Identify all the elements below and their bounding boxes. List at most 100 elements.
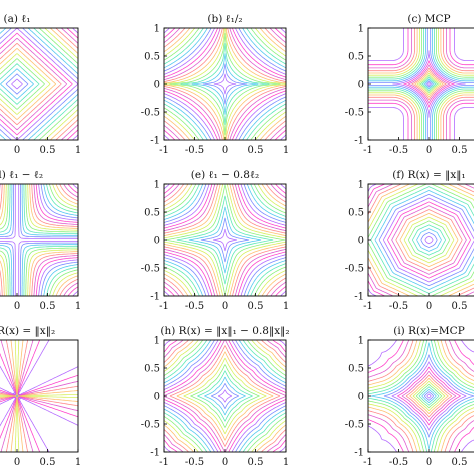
x-tick-label: 0.5 — [248, 145, 264, 156]
y-tick-label: -0.5 — [345, 420, 364, 431]
contour-level — [368, 340, 474, 452]
contour-lines — [164, 184, 286, 296]
x-tick-label: -0.5 — [185, 145, 204, 156]
contour-lines — [368, 28, 474, 140]
contour-level — [164, 184, 286, 296]
contour-level — [368, 184, 474, 296]
panel-title: (e) ℓ₁ − 0.8ℓ₂ — [191, 169, 259, 181]
contour-level — [374, 190, 474, 290]
x-tick-label: -1 — [363, 457, 373, 468]
x-tick-label: 1 — [75, 301, 81, 312]
y-tick-label: 0 — [358, 236, 364, 247]
contour-level — [420, 232, 438, 248]
contour-level — [368, 340, 474, 452]
panel-mcp: -1 -0.5 0 0.5 1 0.5 0 -0.5 -1 (c) MCP — [345, 13, 474, 156]
y-tick-label: 0.5 — [348, 364, 364, 375]
x-tick-label: 0.5 — [40, 301, 56, 312]
y-tick-label: 0.5 — [144, 364, 160, 375]
contour-level — [414, 70, 444, 98]
contour-level — [43, 184, 78, 296]
contour-level — [368, 28, 474, 140]
contour-level — [370, 342, 474, 450]
contour-lines — [368, 184, 474, 296]
contour-level — [368, 28, 474, 140]
contour-level — [164, 184, 286, 296]
contour-level — [197, 370, 253, 422]
contour-level — [46, 184, 78, 296]
y-tick-label: 1 — [154, 180, 160, 191]
contour-level — [164, 184, 286, 296]
contour-level — [183, 357, 267, 435]
contour-level — [0, 184, 78, 296]
x-tick-label: 0.5 — [452, 145, 468, 156]
contour-level — [38, 184, 78, 296]
contour-level — [368, 28, 474, 140]
contour-level — [368, 184, 474, 296]
contour-level — [164, 184, 286, 296]
contour-lines — [368, 340, 474, 452]
contour-level — [164, 28, 286, 140]
contour-level — [424, 235, 434, 245]
contour-level — [164, 340, 286, 452]
contour-level — [403, 60, 455, 108]
x-tick-label: -0.5 — [185, 301, 204, 312]
x-tick-label: 0 — [14, 145, 20, 156]
contour-level — [55, 184, 78, 296]
x-tick-label: 0.5 — [248, 457, 264, 468]
y-tick-label: 0 — [358, 392, 364, 403]
panel-lhalf: -1 -0.5 0 0.5 1 1 0.5 0 -0.5 -1 (b) ℓ₁/₂ — [141, 13, 289, 156]
x-tick-label: 0.5 — [452, 457, 468, 468]
contour-level — [164, 184, 286, 296]
contour-level — [423, 78, 435, 90]
contour-level — [188, 206, 262, 274]
x-tick-label: 0 — [426, 145, 432, 156]
contour-level — [368, 340, 474, 452]
contour-level — [164, 28, 286, 140]
contour-level — [164, 28, 286, 140]
contour-level — [412, 380, 446, 412]
contour-level — [411, 67, 447, 101]
x-tick-label: 1 — [283, 145, 289, 156]
panel-l1m08l2: -1 -0.5 0 0.5 1 1 0.5 0 -0.5 -1 (e) ℓ₁ − 0.8ℓ₂ — [141, 169, 289, 312]
contour-level — [164, 28, 286, 140]
contour-level — [164, 184, 286, 296]
y-tick-label: 1 — [358, 336, 364, 347]
contour-level — [409, 377, 449, 415]
contour-level — [0, 184, 78, 296]
contour-lines — [0, 184, 78, 296]
panel-title: (b) ℓ₁/₂ — [207, 13, 242, 25]
contour-lines — [164, 28, 286, 140]
contour-level — [368, 340, 474, 452]
contour-level — [164, 340, 286, 452]
contour-level — [368, 28, 474, 140]
panel-title: (a) ℓ₁ — [3, 13, 30, 25]
panel-title: (f) R(x) = ‖x‖₁ — [392, 169, 466, 182]
contour-level — [176, 351, 274, 441]
x-tick-label: -0.5 — [389, 457, 408, 468]
contour-level — [368, 28, 474, 140]
contour-level — [164, 340, 286, 452]
contour-level — [405, 374, 453, 418]
contour-level — [169, 33, 281, 135]
panel-title: (d) ℓ₁ − ℓ₂ — [0, 169, 43, 181]
contour-level — [421, 388, 437, 404]
contour-level — [180, 43, 270, 125]
contour-level — [63, 184, 78, 296]
contour-level — [164, 28, 286, 140]
contour-level — [0, 184, 78, 296]
contour-level — [204, 376, 246, 416]
contour-level — [368, 28, 474, 140]
contour-level — [212, 228, 238, 252]
y-tick-label: 0.5 — [348, 208, 364, 219]
contour-level — [164, 340, 286, 452]
contour-level — [164, 340, 286, 452]
y-tick-label: 0 — [154, 236, 160, 247]
contour-level — [0, 37, 68, 131]
y-tick-label: 0 — [154, 392, 160, 403]
contour-level — [164, 28, 286, 140]
contour-level — [399, 212, 459, 268]
contour-level — [59, 184, 78, 296]
x-tick-label: -0.5 — [389, 301, 408, 312]
contour-level — [164, 184, 286, 296]
